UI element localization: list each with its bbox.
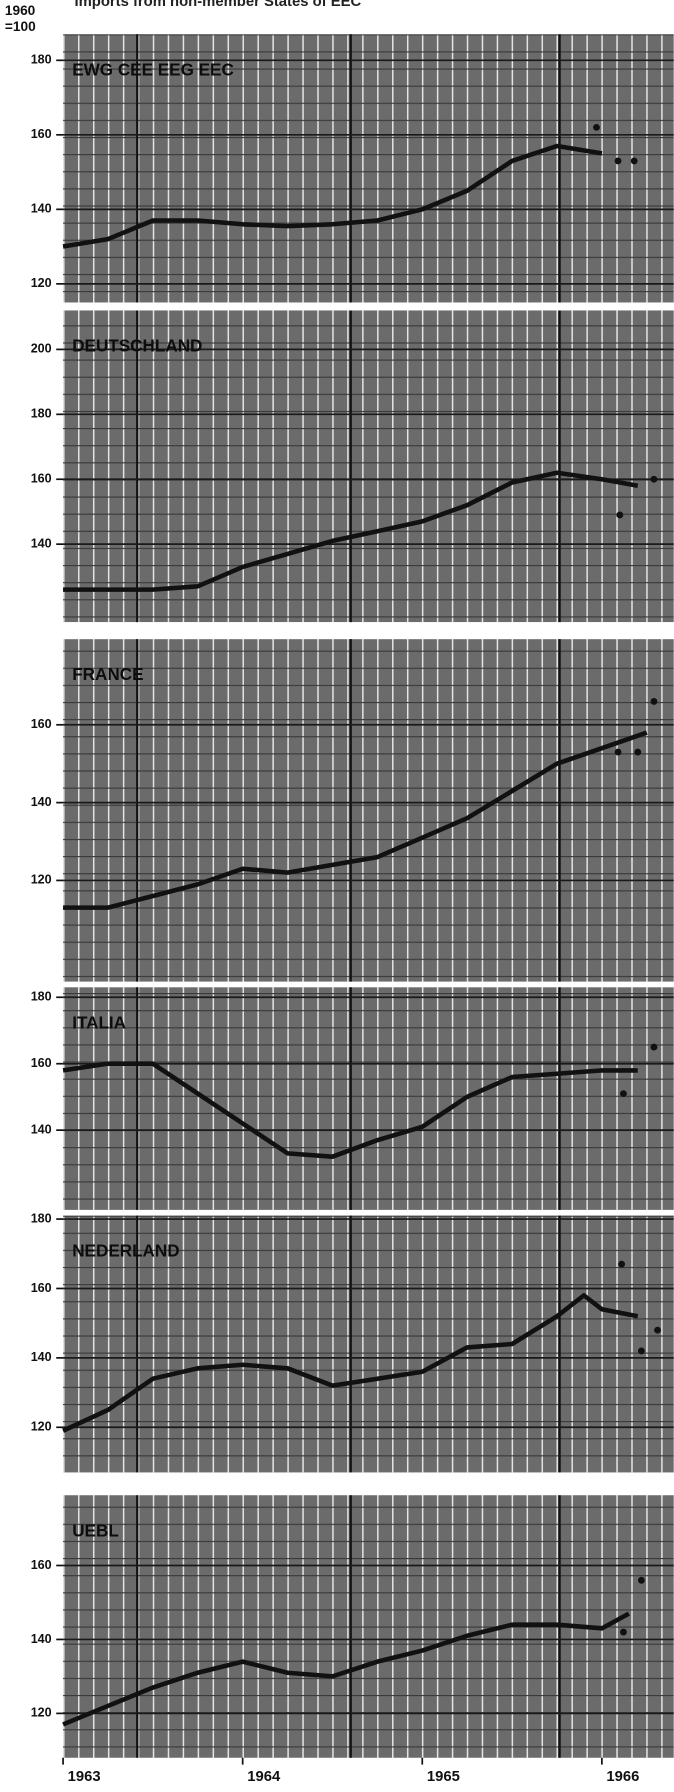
y-tick-label: 140 — [31, 795, 52, 809]
data-point — [650, 698, 658, 705]
data-point — [614, 748, 622, 756]
data-point — [637, 1347, 645, 1355]
y-tick-label: 160 — [31, 127, 52, 141]
y-tick-label: 140 — [31, 1632, 52, 1646]
x-tick-label: 1965 — [427, 1769, 460, 1785]
panel-background — [63, 987, 674, 1210]
x-tick-label: 1964 — [247, 1769, 281, 1785]
y-unit: =100 — [5, 19, 36, 34]
data-point — [620, 1628, 627, 1636]
data-point — [634, 748, 642, 756]
data-point — [650, 1043, 658, 1051]
y-tick-label: 120 — [31, 1420, 52, 1434]
data-point — [614, 157, 622, 165]
data-line — [62, 1611, 630, 1727]
panel-title: NEDERLAND — [72, 1242, 179, 1261]
y-tick-label: 180 — [31, 990, 52, 1004]
panel-background — [63, 1215, 674, 1473]
y-tick-label: 160 — [31, 1558, 52, 1572]
data-point — [618, 1260, 626, 1268]
panel-title: UEBL — [72, 1521, 119, 1540]
panel-title: ITALIA — [72, 1013, 126, 1032]
data-point — [616, 511, 624, 519]
y-tick-label: 120 — [31, 1706, 52, 1720]
panel-background — [63, 34, 674, 303]
panel-background — [63, 639, 674, 982]
y-tick-label: 160 — [31, 1281, 52, 1295]
y-tick-label: 160 — [31, 717, 52, 731]
y-tick-label: 140 — [31, 1350, 52, 1364]
x-tick-label: 1963 — [68, 1769, 101, 1785]
y-tick-label: 120 — [31, 276, 52, 290]
y-tick-label: 140 — [31, 536, 52, 550]
y-tick-label: 160 — [31, 1056, 52, 1070]
data-line — [62, 1061, 638, 1159]
y-tick-label: 140 — [31, 202, 52, 216]
data-line — [63, 730, 648, 910]
panel-background — [63, 310, 674, 623]
y-tick-label: 200 — [31, 342, 52, 356]
y-tick-label: 160 — [31, 472, 52, 486]
data-line — [62, 143, 603, 249]
y-tick-label: 120 — [31, 873, 52, 887]
data-line — [63, 470, 639, 592]
data-point — [620, 1090, 627, 1098]
y-unit: 1960 — [5, 3, 36, 18]
panel-title: FRANCE — [72, 665, 143, 684]
data-point — [593, 123, 600, 131]
y-tick-label: 180 — [31, 53, 52, 67]
data-point — [650, 475, 658, 483]
data-point — [654, 1326, 661, 1334]
panel-title: EWG CEE EEG EEC — [72, 60, 234, 79]
data-line — [62, 1293, 639, 1433]
panel-title: DEUTSCHLAND — [72, 337, 202, 356]
data-point — [637, 1576, 645, 1584]
y-tick-label: 140 — [31, 1122, 52, 1136]
chart-title: Imports from non-member States of EEC — [74, 0, 361, 10]
y-tick-label: 180 — [31, 1211, 52, 1225]
x-tick-label: 1966 — [606, 1769, 639, 1785]
y-tick-label: 180 — [31, 407, 52, 421]
data-point — [630, 157, 638, 165]
